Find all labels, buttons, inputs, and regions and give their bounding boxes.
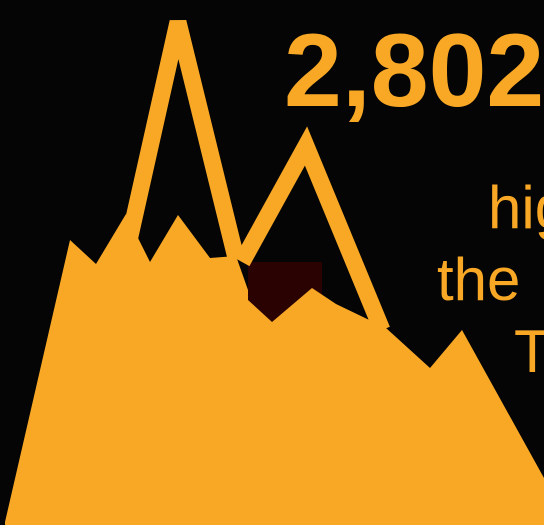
mountain-peaks	[119, 19, 390, 334]
left-peak	[119, 19, 245, 261]
text-line: hig	[488, 174, 544, 241]
right-peak	[234, 126, 390, 334]
headline: 2,802	[284, 13, 544, 129]
text-line: T	[514, 318, 544, 385]
text-line: the	[437, 246, 520, 313]
mountain-base	[5, 214, 544, 525]
